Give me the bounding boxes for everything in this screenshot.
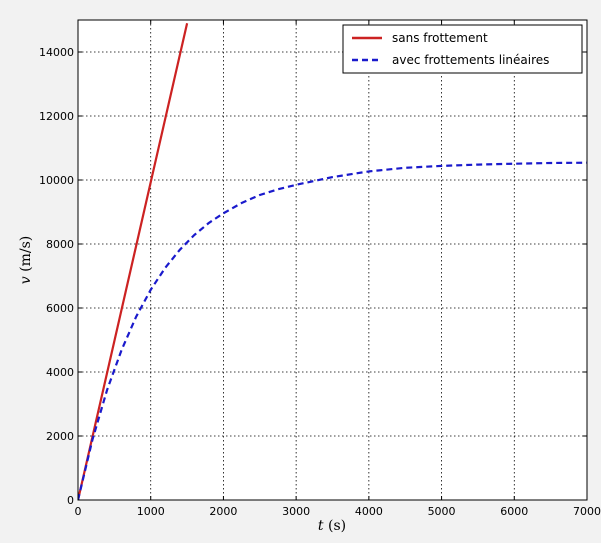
y-tick-label: 6000: [46, 302, 74, 315]
y-axis-label: v (m/s): [18, 236, 34, 284]
legend: sans frottement avec frottements linéair…: [342, 24, 583, 74]
y-tick-label: 10000: [39, 174, 74, 187]
y-axis-unit: (m/s): [18, 236, 34, 277]
x-axis-label: t (s): [318, 518, 346, 534]
y-tick-label: 2000: [46, 430, 74, 443]
x-axis-unit: (s): [324, 518, 347, 534]
series-line-sans-frottement: [78, 22, 189, 500]
x-tick-label: 1000: [137, 505, 165, 518]
legend-label-sans-frottement: sans frottement: [392, 31, 488, 45]
y-tick-label: 14000: [39, 46, 74, 59]
series-line-avec-frottements-lin-aires: [78, 161, 587, 500]
legend-label-avec-frottements: avec frottements linéaires: [392, 53, 549, 67]
series-layer: [78, 22, 587, 500]
y-tick-label: 8000: [46, 238, 74, 251]
axis-ticks: [77, 20, 588, 501]
y-tick-label: 12000: [39, 110, 74, 123]
x-tick-labels: 0 1000 2000 3000 4000 5000 6000 7000: [75, 505, 601, 518]
x-tick-label: 0: [75, 505, 82, 518]
y-tick-label: 4000: [46, 366, 74, 379]
x-tick-label: 4000: [355, 505, 383, 518]
x-tick-label: 3000: [282, 505, 310, 518]
x-axis-symbol: t: [318, 518, 324, 534]
x-tick-label: 7000: [573, 505, 601, 518]
y-axis-symbol: v: [18, 276, 34, 284]
y-tick-label: 0: [67, 494, 74, 507]
legend-box: [342, 24, 583, 74]
plot-area: [78, 20, 587, 500]
plot-frame: [77, 19, 588, 501]
x-tick-label: 5000: [428, 505, 456, 518]
x-tick-label: 2000: [209, 505, 237, 518]
x-tick-label: 6000: [500, 505, 528, 518]
y-tick-labels: 0 2000 4000 6000 8000 10000 12000 14000: [39, 46, 74, 507]
